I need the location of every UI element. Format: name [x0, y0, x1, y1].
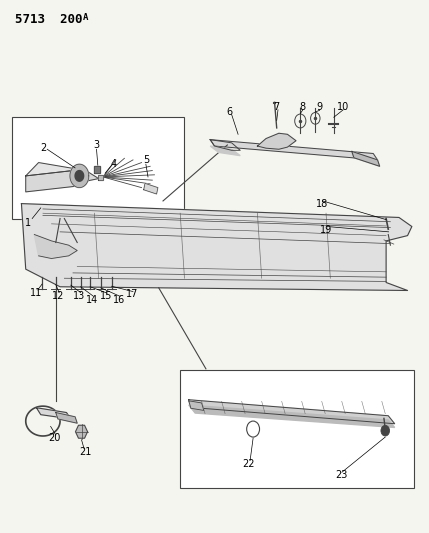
Text: 19: 19	[320, 225, 332, 235]
Text: 8: 8	[299, 102, 305, 111]
Text: 10: 10	[337, 102, 349, 111]
Polygon shape	[26, 163, 86, 176]
Polygon shape	[36, 408, 71, 419]
Text: 3: 3	[94, 140, 100, 150]
Text: 22: 22	[242, 459, 255, 469]
Polygon shape	[144, 183, 158, 194]
Polygon shape	[76, 425, 88, 438]
Text: 2: 2	[40, 143, 46, 153]
Polygon shape	[189, 400, 395, 424]
Text: 18: 18	[316, 199, 328, 208]
Polygon shape	[257, 133, 296, 149]
Text: 23: 23	[335, 471, 347, 480]
Text: 1: 1	[25, 218, 31, 228]
Polygon shape	[56, 413, 77, 423]
Polygon shape	[94, 166, 100, 173]
Polygon shape	[98, 175, 103, 180]
Text: 12: 12	[52, 291, 64, 301]
Polygon shape	[26, 171, 86, 192]
Polygon shape	[73, 171, 99, 181]
Bar	[12, 117, 184, 219]
Circle shape	[381, 425, 390, 436]
Text: 15: 15	[100, 291, 112, 301]
Text: 6: 6	[227, 107, 233, 117]
Text: A: A	[82, 13, 88, 22]
Text: 16: 16	[113, 295, 125, 304]
Text: 5: 5	[143, 155, 149, 165]
Polygon shape	[21, 204, 412, 290]
Polygon shape	[189, 401, 204, 410]
Polygon shape	[70, 164, 89, 188]
Text: 17: 17	[126, 289, 138, 299]
Text: 11: 11	[30, 288, 42, 298]
Text: 14: 14	[86, 295, 98, 304]
Polygon shape	[75, 171, 84, 181]
Polygon shape	[210, 146, 240, 156]
Text: 4: 4	[111, 159, 117, 169]
Polygon shape	[210, 140, 378, 160]
Polygon shape	[34, 235, 77, 259]
Polygon shape	[352, 151, 380, 166]
Text: 9: 9	[317, 102, 323, 111]
Text: 5713  200: 5713 200	[15, 13, 82, 26]
Bar	[180, 370, 414, 488]
Text: 13: 13	[73, 291, 85, 301]
Polygon shape	[189, 405, 395, 427]
Text: 20: 20	[49, 433, 61, 443]
Text: 7: 7	[274, 102, 280, 111]
Text: 21: 21	[79, 447, 91, 457]
